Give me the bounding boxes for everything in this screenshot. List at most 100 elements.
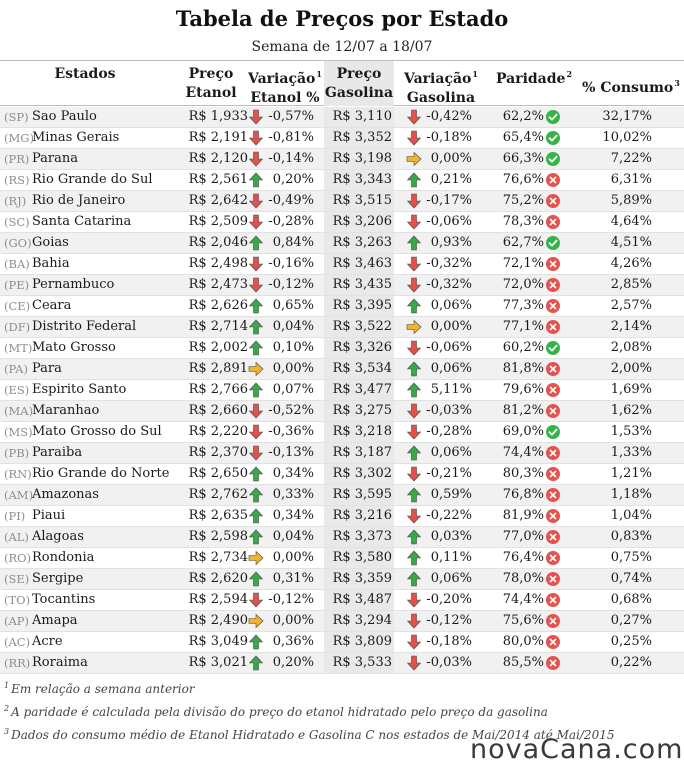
consumo: 10,02% [602,130,652,145]
state-name: Acre [32,634,63,649]
preco-gasolina: R$ 3,477 [324,380,394,400]
state-abbr: (MS) [4,425,33,439]
variacao-etanol: -0,57% [268,109,314,124]
variacao-gasolina: 0,00% [430,319,472,334]
state-name: Alagoas [32,529,84,544]
header-consumo: % Consumo3 [578,61,684,106]
footnote-ref-3: 3 [674,78,680,88]
state-name: Paraiba [32,445,83,460]
table-row: (PE) Pernambuco R$ 2,473 -0,12% R$ 3,435 -0,3… [0,275,684,296]
state-name: Pernambuco [32,277,115,292]
state-abbr: (BA) [4,257,30,271]
paridade: 76,4% [502,550,544,565]
arrow-down-icon [406,401,424,421]
consumo: 2,14% [610,319,652,334]
variacao-etanol: 0,33% [272,487,314,502]
footnote-1-text: Em relação a semana anterior [11,682,195,696]
arrow-right-icon [248,359,266,379]
preco-etanol: R$ 2,473 [188,277,248,292]
header-variacao-gasolina: Variação1 Gasolina % [398,61,484,125]
arrow-right-icon [406,317,424,337]
preco-gasolina: R$ 3,487 [324,590,394,610]
arrow-up-icon [248,170,266,190]
variacao-gasolina: -0,28% [426,424,472,439]
preco-etanol: R$ 2,734 [188,550,248,565]
arrow-down-icon [406,632,424,652]
preco-etanol: R$ 2,660 [188,403,248,418]
state-name: Piaui [32,508,66,523]
arrow-up-icon [406,548,424,568]
state-abbr: (ES) [4,383,30,397]
variacao-gasolina: -0,20% [426,592,472,607]
variacao-gasolina: -0,03% [426,403,472,418]
arrow-down-icon [248,107,266,127]
preco-etanol: R$ 2,762 [188,487,248,502]
paridade: 60,2% [502,340,544,355]
state-name: Para [32,361,62,376]
state-abbr: (GO) [4,236,32,250]
header-consumo-label: % Consumo [582,80,674,96]
variacao-etanol: 0,34% [272,508,314,523]
table-row: (AP) Amapa R$ 2,490 0,00% R$ 3,294 -0,12% 75,6… [0,611,684,632]
arrow-up-icon [406,443,424,463]
consumo: 7,22% [610,151,652,166]
paridade: 78,3% [502,214,544,229]
variacao-gasolina: -0,32% [426,277,472,292]
variacao-etanol: -0,16% [268,256,314,271]
table-row: (MT) Mato Grosso R$ 2,002 0,10% R$ 3,326 -0,0… [0,338,684,359]
table-row: (RS) Rio Grande do Sul R$ 2,561 0,20% R$ 3,3… [0,170,684,191]
paridade: 74,4% [502,445,544,460]
page-subtitle: Semana de 12/07 a 18/07 [251,39,433,55]
arrow-down-icon [406,191,424,211]
preco-etanol: R$ 2,002 [188,340,248,355]
state-name: Goias [32,235,69,250]
variacao-etanol: 0,36% [272,634,314,649]
variacao-etanol: 0,34% [272,466,314,481]
arrow-down-icon [248,275,266,295]
check-icon [546,128,562,148]
x-icon [546,170,562,190]
state-name: Amazonas [32,487,99,502]
arrow-down-icon [406,275,424,295]
preco-etanol: R$ 2,650 [188,466,248,481]
preco-etanol: R$ 1,933 [188,109,248,124]
table-row: (RN) Rio Grande do Norte R$ 2,650 0,34% R$ 3… [0,464,684,485]
variacao-gasolina: -0,06% [426,340,472,355]
variacao-gasolina: -0,21% [426,466,472,481]
page-title: Tabela de Preços por Estado [175,6,509,31]
table-row: (AM) Amazonas R$ 2,762 0,33% R$ 3,595 0,59% 76… [0,485,684,506]
variacao-gasolina: 5,11% [430,382,472,397]
state-abbr: (AC) [4,635,31,649]
state-name: Maranhao [32,403,100,418]
variacao-etanol: 0,07% [272,382,314,397]
consumo: 0,22% [610,655,652,670]
arrow-up-icon [406,380,424,400]
variacao-gasolina: 0,03% [430,529,472,544]
header-preco-etanol: Preço Etanol [176,61,246,106]
state-abbr: (AM) [4,488,34,502]
header-estados: Estados [0,61,170,106]
state-abbr: (RO) [4,551,32,565]
table-row: (AC) Acre R$ 3,049 0,36% R$ 3,809 -0,18% 80,0%… [0,632,684,653]
variacao-etanol: 0,04% [272,529,314,544]
arrow-up-icon [406,170,424,190]
x-icon [546,611,562,631]
preco-gasolina: R$ 3,515 [324,191,394,211]
preco-gasolina: R$ 3,522 [324,317,394,337]
header-variacao-gasolina-line1: Variação [404,71,472,87]
footnote-2-number: 2 [4,704,10,713]
x-icon [546,359,562,379]
consumo: 2,85% [610,277,652,292]
variacao-gasolina: 0,93% [430,235,472,250]
arrow-down-icon [248,401,266,421]
x-icon [546,569,562,589]
variacao-etanol: -0,49% [268,193,314,208]
variacao-etanol: 0,20% [272,172,314,187]
x-icon [546,254,562,274]
consumo: 4,26% [610,256,652,271]
table-row: (RO) Rondonia R$ 2,734 0,00% R$ 3,580 0,11% 76… [0,548,684,569]
state-abbr: (PE) [4,278,30,292]
arrow-down-icon [406,212,424,232]
paridade: 80,0% [502,634,544,649]
x-icon [546,527,562,547]
